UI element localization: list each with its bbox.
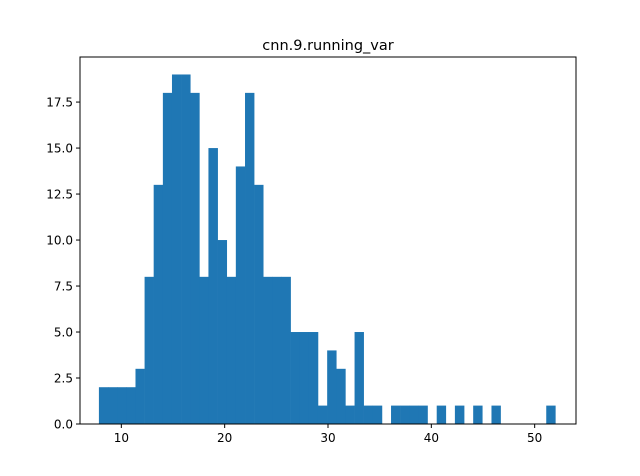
y-tick-label: 5.0 [54,326,73,340]
histogram-bar [126,387,136,424]
histogram-bar [418,405,428,424]
y-axis: 0.0 2.5 5.0 7.5 10.0 12.5 15.0 17.5 [46,96,80,432]
histogram-bars [98,74,556,425]
x-tick-label: 50 [527,431,542,445]
histogram-bar [491,405,501,424]
histogram-bar [208,148,218,424]
y-tick-label: 2.5 [54,372,73,386]
histogram-bar [98,387,109,424]
histogram-bar [436,405,447,424]
y-tick-label: 0.0 [54,418,73,432]
y-tick-label: 7.5 [54,280,73,294]
histogram-bar [235,166,246,424]
histogram-bar [181,74,191,424]
histogram-bar [327,350,337,424]
histogram-bar [345,405,355,424]
histogram-bar [199,276,209,424]
histogram-bar [171,74,182,424]
histogram-bar [108,387,118,424]
chart-title: cnn.9.running_var [262,38,393,54]
plot-frame [79,56,577,425]
y-tick-label: 10.0 [46,234,73,248]
histogram-bar [135,368,145,424]
histogram-bar [363,405,374,424]
x-tick-label: 30 [320,431,335,445]
histogram-bar [190,92,200,425]
histogram-bar [245,92,255,425]
histogram-bar [317,405,328,424]
histogram-bar [153,184,164,424]
histogram-bar [162,92,173,425]
x-axis: 10 20 30 40 50 [114,424,542,445]
histogram-bar [272,276,282,424]
histogram-bar [546,405,556,424]
x-tick-label: 40 [424,431,439,445]
histogram-bar [308,332,319,424]
x-tick-label: 10 [114,431,129,445]
histogram-bar [391,405,401,424]
histogram-bar [372,405,383,424]
y-tick-label: 12.5 [46,188,73,202]
histogram-bar [217,240,228,424]
histogram-bar [454,405,465,424]
histogram-bar [409,405,419,424]
histogram-bar [144,276,154,424]
histogram-bar [400,405,410,424]
y-tick-label: 15.0 [46,142,73,156]
histogram-bar [263,276,273,424]
histogram-bar [254,184,264,424]
histogram-bar [336,368,346,424]
histogram-bar [290,332,301,424]
histogram-bar [281,276,291,424]
histogram-bar [226,276,237,424]
histogram-bar [473,405,483,424]
x-tick-label: 20 [217,431,232,445]
histogram-bar [354,332,364,424]
histogram-bar [117,387,127,424]
histogram-bar [299,332,310,424]
y-tick-label: 17.5 [46,96,73,110]
